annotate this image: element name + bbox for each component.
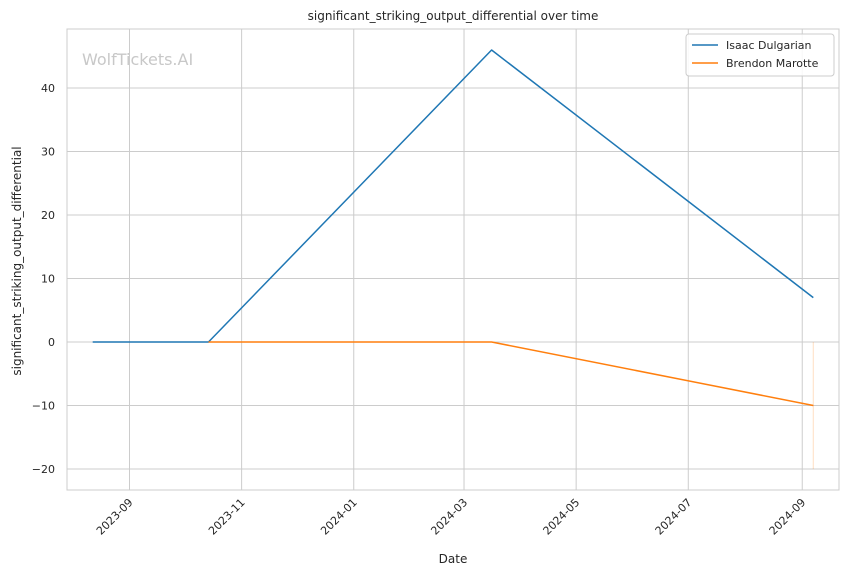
y-tick-label: 20: [41, 209, 55, 222]
watermark: WolfTickets.AI: [82, 50, 193, 69]
y-tick-label: 10: [41, 273, 55, 286]
series-line-1: [92, 49, 814, 343]
x-axis-label: Date: [439, 552, 468, 566]
chart-title: significant_striking_output_differential…: [308, 9, 599, 23]
legend-label: Brendon Marotte: [726, 57, 819, 70]
legend-box: [685, 33, 835, 77]
y-tick-label: −10: [32, 400, 55, 413]
y-axis-ticks: 40 30 20 10 0 −10 −20: [32, 82, 55, 476]
y-tick-label: 0: [48, 336, 55, 349]
legend: Isaac Dulgarian Brendon Marotte: [685, 33, 835, 77]
y-tick-label: 40: [41, 82, 55, 95]
legend-label: Isaac Dulgarian: [726, 39, 812, 52]
series-line-2: [208, 341, 814, 407]
plot-frame: [66, 28, 840, 491]
y-axis-label: significant_striking_output_differential: [10, 146, 24, 375]
series-layer: [92, 49, 814, 470]
y-tick-label: 30: [41, 146, 55, 159]
y-tick-label: −20: [32, 463, 55, 476]
